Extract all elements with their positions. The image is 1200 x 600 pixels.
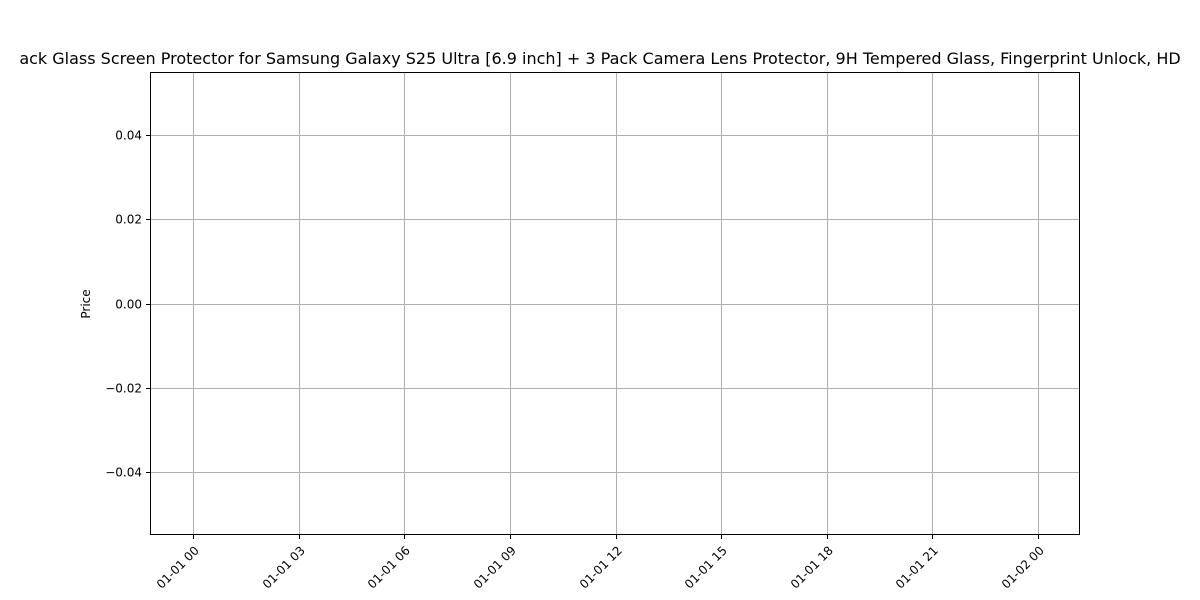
x-tick-label: 01-02 00: [999, 543, 1047, 591]
x-tick-label: 01-01 09: [471, 543, 519, 591]
plot-area-frame: [150, 72, 1080, 535]
y-tick-label: 0.02: [115, 213, 142, 227]
x-tick-label: 01-01 03: [260, 543, 308, 591]
x-tick-label: 01-01 15: [682, 543, 730, 591]
x-tick-label: 01-01 21: [893, 543, 941, 591]
x-tick-label: 01-01 06: [365, 543, 413, 591]
y-tick-label: 0.04: [115, 129, 142, 143]
chart-title: ack Glass Screen Protector for Samsung G…: [19, 49, 1180, 68]
x-tick-label: 01-01 18: [788, 543, 836, 591]
y-axis-ticks: 0.04 0.02 0.00 −0.02 −0.04: [105, 129, 150, 480]
grid-layer: [150, 72, 1080, 535]
y-tick-label: −0.04: [105, 466, 142, 480]
x-axis-ticks: 01-01 00 01-01 03 01-01 06 01-01 09 01-01 12…: [154, 535, 1047, 591]
x-tick-label: 01-01 00: [154, 543, 202, 591]
y-axis-label: Price: [79, 289, 93, 318]
y-tick-label: −0.02: [105, 382, 142, 396]
y-tick-label: 0.00: [115, 298, 142, 312]
x-tick-label: 01-01 12: [577, 543, 625, 591]
